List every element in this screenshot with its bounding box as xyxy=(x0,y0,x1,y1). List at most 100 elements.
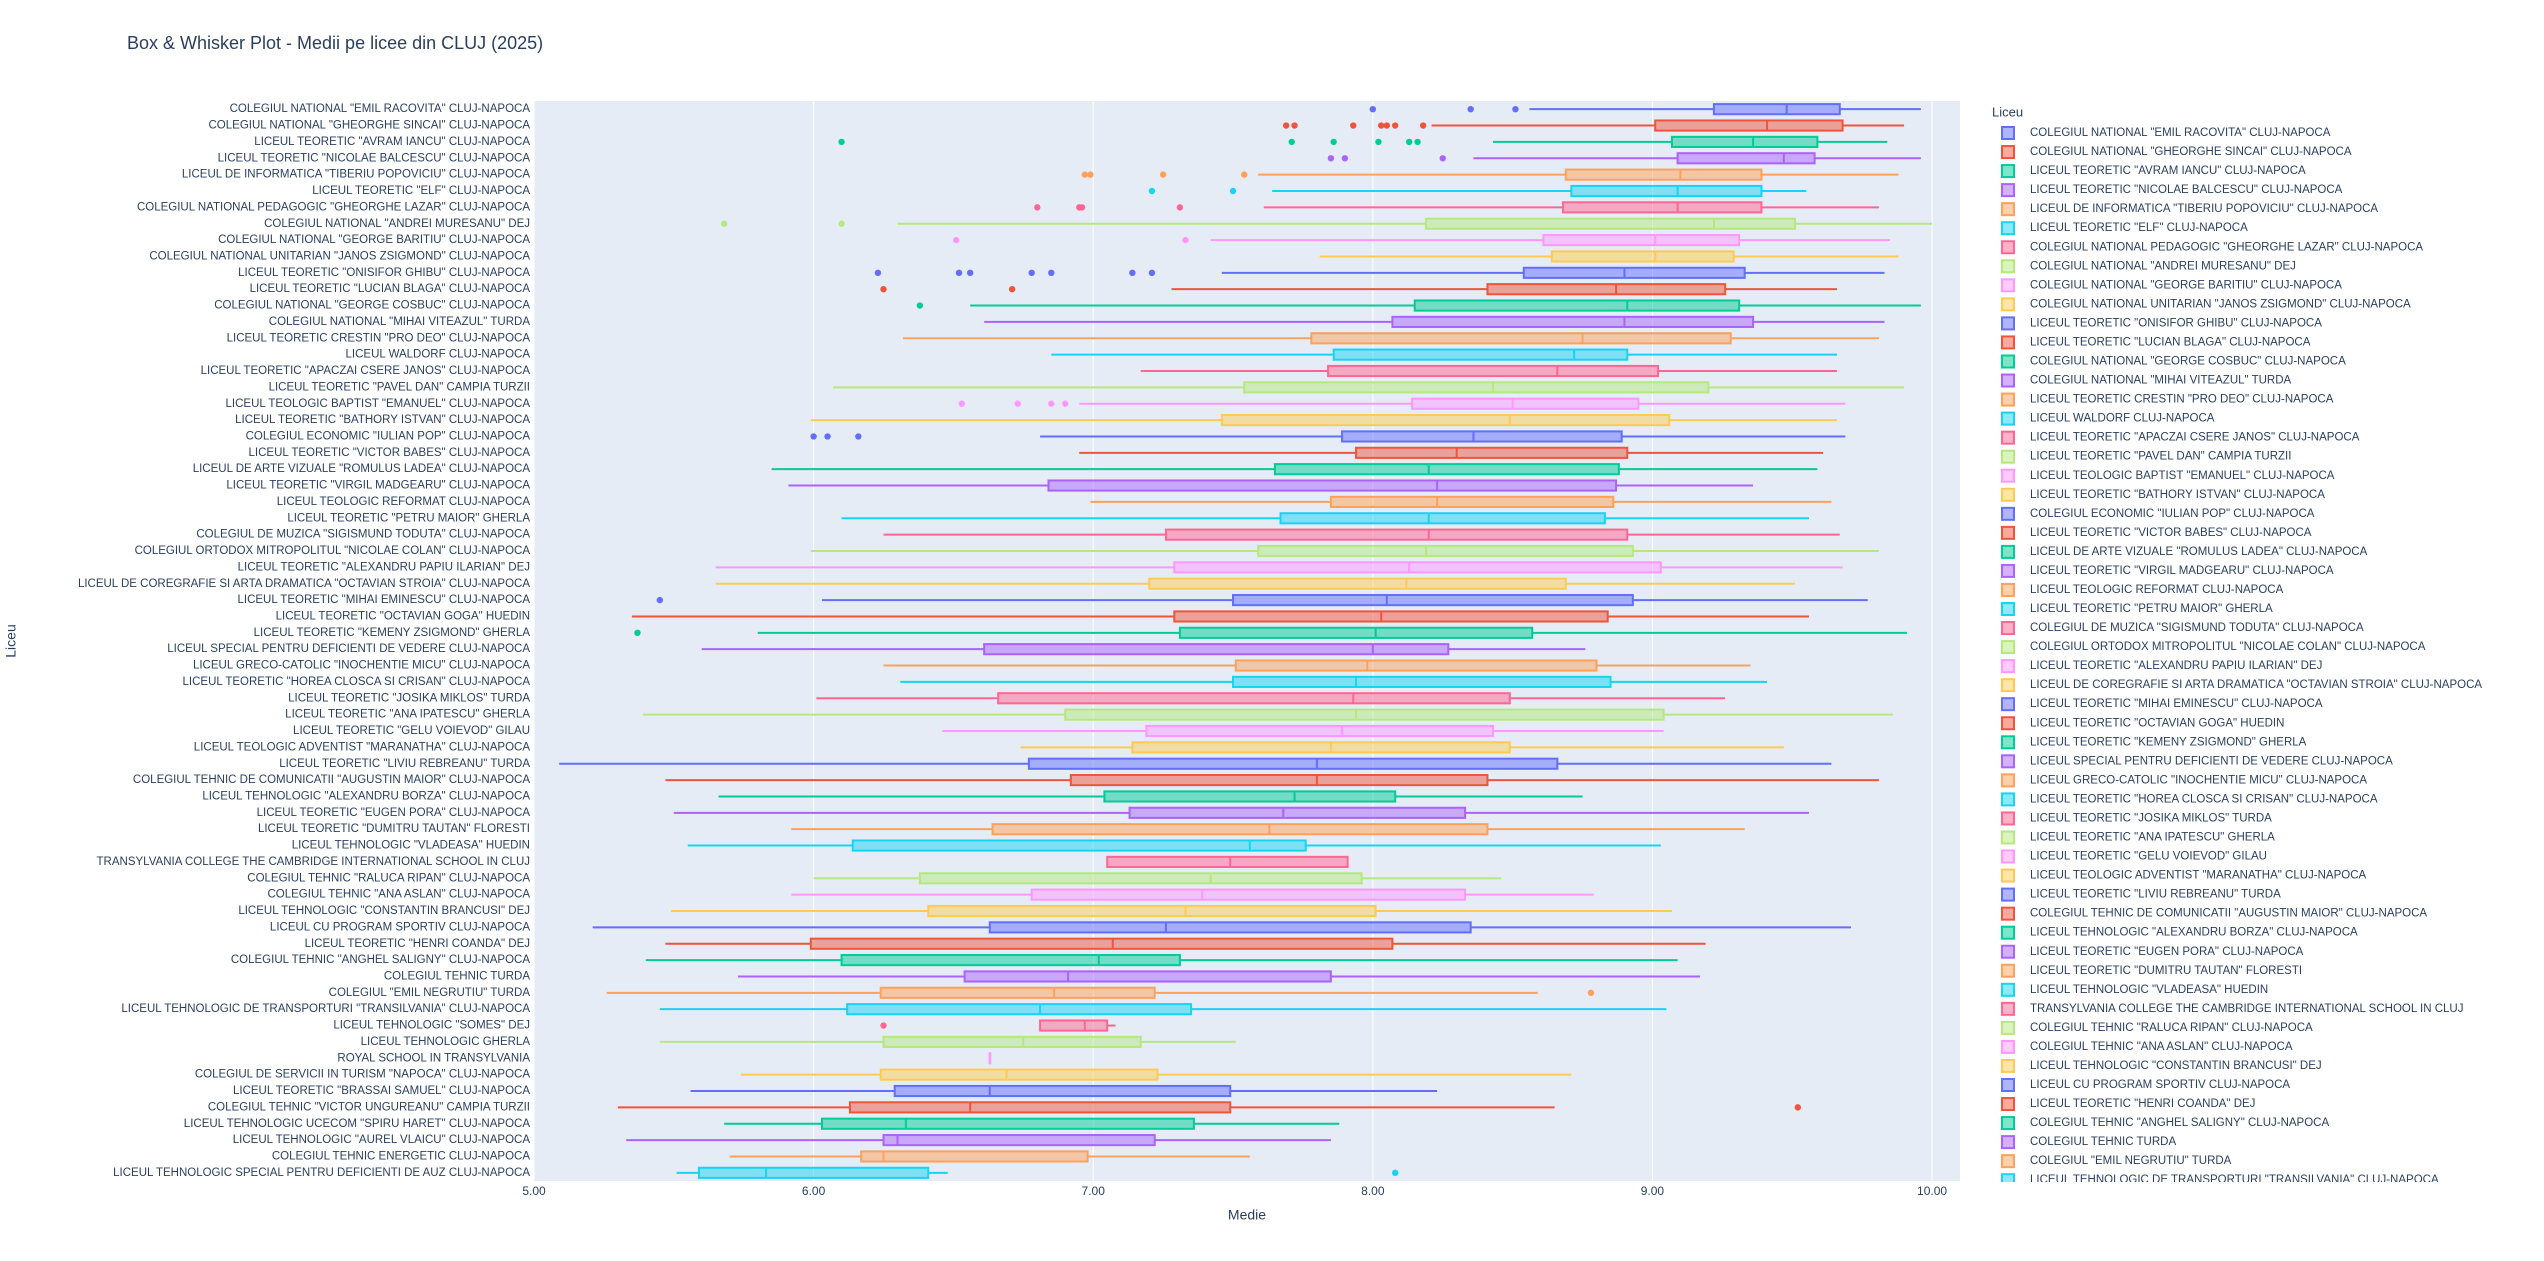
box-group xyxy=(880,1019,1116,1032)
box xyxy=(1410,397,1640,410)
legend-swatch xyxy=(2001,1135,2015,1150)
box-group xyxy=(880,283,1837,296)
legend: Liceu COLEGIUL NATIONAL "EMIL RACOVITA" … xyxy=(1992,104,2482,1182)
box-group xyxy=(988,1052,992,1065)
box xyxy=(1355,446,1629,459)
box xyxy=(1234,659,1598,672)
outlier xyxy=(1159,171,1167,178)
outlier xyxy=(1182,236,1189,244)
legend-swatch xyxy=(2001,963,2015,978)
legend-swatch xyxy=(2001,754,2015,769)
box-group xyxy=(810,430,1846,443)
box xyxy=(1128,806,1467,819)
legend-label: LICEUL TEORETIC "JOSIKA MIKLOS" TURDA xyxy=(2030,812,2272,824)
box-group xyxy=(810,414,1837,427)
box-group xyxy=(771,463,1818,476)
legend-swatch xyxy=(2001,1078,2015,1092)
outlier xyxy=(810,433,817,440)
box xyxy=(1232,594,1634,607)
outlier xyxy=(1414,138,1421,146)
y-tick-label: COLEGIUL ORTODOX MITROPOLITUL "NICOLAE C… xyxy=(135,545,531,557)
box xyxy=(848,1101,1232,1114)
box xyxy=(697,1166,930,1179)
y-tick-label: LICEUL TEHNOLOGIC "ALEXANDRU BORZA" CLUJ… xyxy=(202,790,530,802)
legend-swatch xyxy=(2001,868,2015,883)
box-group xyxy=(903,332,1879,345)
x-tick-label: 9.00 xyxy=(1641,1184,1665,1198)
legend-swatch xyxy=(2001,887,2015,902)
y-tick-label: LICEUL TEORETIC "PAVEL DAN" CAMPIA TURZI… xyxy=(269,381,530,393)
y-tick-label: LICEUL TEORETIC "GELU VOIEVOD" GILAU xyxy=(293,725,530,737)
box xyxy=(1654,119,1844,132)
plot-area xyxy=(534,101,1960,1181)
box-group xyxy=(942,724,1664,738)
box-group xyxy=(715,577,1796,590)
box xyxy=(1273,463,1620,476)
legend-swatch xyxy=(2001,1039,2015,1054)
legend-swatch xyxy=(2001,602,2015,616)
box-group xyxy=(665,774,1879,787)
outlier xyxy=(1350,122,1357,129)
box-group xyxy=(1090,495,1832,508)
outlier xyxy=(1014,400,1021,407)
legend-label: LICEUL TEORETIC "BATHORY ISTVAN" CLUJ-NA… xyxy=(2030,489,2325,501)
y-tick-label: LICEUL TEHNOLOGIC SPECIAL PENTRU DEFICIE… xyxy=(113,1167,530,1179)
box-group xyxy=(1319,250,1899,263)
legend-label: LICEUL SPECIAL PENTRU DEFICIENTI DE VEDE… xyxy=(2030,755,2393,767)
legend-label: LICEUL CU PROGRAM SPORTIV CLUJ-NAPOCA xyxy=(2030,1079,2290,1091)
legend-label: COLEGIUL NATIONAL UNITARIAN "JANOS ZSIGM… xyxy=(2030,298,2411,310)
box xyxy=(1173,610,1609,623)
box xyxy=(1341,430,1623,443)
legend-label: LICEUL TEORETIC "MIHAI EMINESCU" CLUJ-NA… xyxy=(2030,698,2323,710)
legend-label: LICEUL TEORETIC "HENRI COANDA" DEJ xyxy=(2030,1098,2255,1110)
legend-label: LICEUL TEORETIC "ELF" CLUJ-NAPOCA xyxy=(2030,222,2248,234)
legend-label: COLEGIUL ECONOMIC "IULIAN POP" CLUJ-NAPO… xyxy=(2030,508,2315,520)
legend-title: Liceu xyxy=(1992,104,2023,119)
y-tick-label: COLEGIUL TEHNIC ENERGETIC CLUJ-NAPOCA xyxy=(272,1150,530,1162)
box xyxy=(846,1003,1193,1016)
legend-label: LICEUL DE COREGRAFIE SI ARTA DRAMATICA "… xyxy=(2030,679,2482,691)
box xyxy=(882,1035,1142,1048)
legend-label: LICEUL TEOLOGIC REFORMAT CLUJ-NAPOCA xyxy=(2030,584,2284,596)
outlier xyxy=(1229,187,1237,195)
y-tick-label: LICEUL TEORETIC "HENRI COANDA" DEJ xyxy=(305,938,530,950)
outlier xyxy=(1330,138,1337,146)
y-tick-label: LICEUL TEORETIC "APACZAI CSERE JANOS" CL… xyxy=(201,365,531,377)
legend-label: COLEGIUL TEHNIC TURDA xyxy=(2030,1136,2176,1148)
box-group xyxy=(690,1084,1438,1098)
box-group xyxy=(617,1101,1802,1114)
box-group xyxy=(659,1003,1667,1016)
box-group xyxy=(1327,152,1921,165)
y-tick-label: TRANSYLVANIA COLLEGE THE CAMBRIDGE INTER… xyxy=(97,856,530,868)
legend-label: COLEGIUL ORTODOX MITROPOLITUL "NICOLAE C… xyxy=(2030,641,2426,653)
box-group xyxy=(1020,741,1784,754)
y-tick-label: LICEUL TEORETIC "ONISIFOR GHIBU" CLUJ-NA… xyxy=(238,267,530,279)
box xyxy=(840,954,1181,967)
legend-swatch xyxy=(2001,830,2015,845)
box-group xyxy=(715,561,1843,574)
legend-swatch xyxy=(2001,621,2015,636)
y-tick-label: COLEGIUL NATIONAL PEDAGOGIC "GHEORGHE LA… xyxy=(137,201,530,213)
legend-swatch xyxy=(2001,373,2015,388)
legend-swatch xyxy=(2001,278,2015,293)
y-tick-label: LICEUL TEORETIC "BATHORY ISTVAN" CLUJ-NA… xyxy=(235,414,530,426)
y-tick-label: COLEGIUL TEHNIC "ANA ASLAN" CLUJ-NAPOCA xyxy=(267,889,530,901)
box xyxy=(1310,332,1732,345)
legend-swatch xyxy=(2001,678,2015,693)
legend-swatch xyxy=(2001,582,2015,597)
y-tick-label: ROYAL SCHOOL IN TRANSYLVANIA xyxy=(337,1052,530,1064)
y-tick-label: COLEGIUL TEHNIC DE COMUNICATII "AUGUSTIN… xyxy=(133,774,530,786)
box xyxy=(1424,217,1797,230)
box xyxy=(1712,103,1841,116)
outlier xyxy=(1467,105,1474,113)
y-tick-label: LICEUL TEORETIC "VIRGIL MADGEARU" CLUJ-N… xyxy=(226,480,530,492)
box xyxy=(1243,381,1710,394)
legend-swatch xyxy=(2001,697,2015,712)
legend-swatch xyxy=(2001,487,2015,502)
box xyxy=(1069,774,1489,787)
legend-swatch xyxy=(2001,468,2015,483)
box-group xyxy=(791,823,1745,836)
legend-label: LICEUL TEORETIC "KEMENY ZSIGMOND" GHERLA xyxy=(2030,736,2307,748)
box xyxy=(1064,708,1665,721)
legend-swatch xyxy=(2001,1058,2015,1073)
